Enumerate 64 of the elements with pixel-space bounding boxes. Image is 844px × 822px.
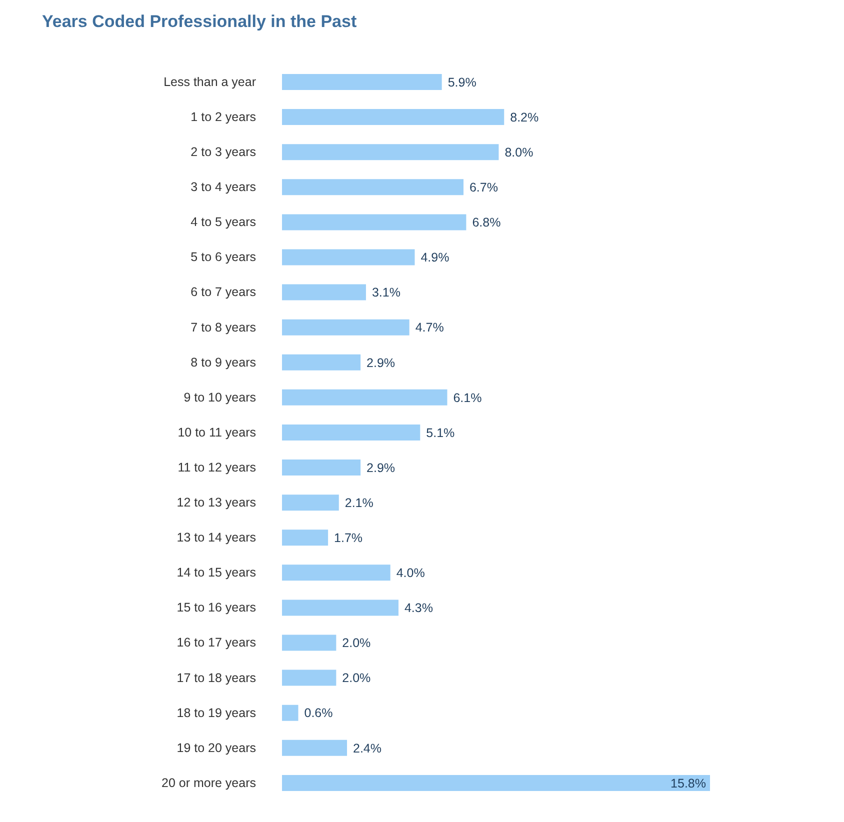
y-tick-label: 4 to 5 years — [190, 215, 256, 230]
bar — [282, 249, 415, 266]
bar — [282, 774, 710, 791]
y-tick-label: 19 to 20 years — [176, 740, 256, 755]
data-label: 0.6% — [304, 706, 333, 720]
bar — [282, 214, 466, 230]
bar — [282, 670, 336, 686]
chart-title: Years Coded Professionally in the Past — [41, 11, 358, 33]
bar — [282, 74, 442, 90]
bar — [282, 704, 298, 721]
y-tick-label: 12 to 13 years — [176, 496, 256, 510]
y-tick-label: 8 to 9 years — [190, 355, 256, 370]
bar — [282, 319, 410, 336]
data-label: 2.0% — [342, 671, 371, 686]
y-tick-label: 7 to 8 years — [190, 320, 256, 334]
y-tick-label: 15 to 16 years — [176, 600, 256, 615]
data-label: 3.1% — [372, 286, 400, 300]
bar — [282, 740, 348, 756]
bar — [282, 179, 464, 196]
data-label: 6.8% — [472, 216, 501, 230]
y-tick-label: 17 to 18 years — [176, 670, 256, 685]
data-label: 5.1% — [426, 426, 455, 440]
data-label: 4.0% — [396, 566, 425, 580]
y-tick-label: 2 to 3 years — [190, 145, 256, 160]
y-tick-label: 18 to 19 years — [176, 706, 256, 720]
y-tick-label: 14 to 15 years — [176, 566, 256, 580]
y-tick-label: 9 to 10 years — [184, 390, 256, 404]
data-label: 4.7% — [415, 320, 444, 335]
bar — [282, 144, 499, 160]
y-tick-label: 6 to 7 years — [190, 285, 256, 300]
y-tick-label: Less than a year — [164, 74, 256, 89]
y-tick-label: 20 or more years — [162, 776, 256, 790]
data-label: 2.1% — [344, 496, 374, 510]
data-label: 6.7% — [469, 180, 498, 195]
y-tick-label: 5 to 6 years — [190, 250, 256, 264]
data-label: 2.9% — [366, 356, 396, 370]
data-label: 2.0% — [342, 636, 371, 650]
data-label: 2.4% — [353, 741, 382, 756]
y-tick-label: 3 to 4 years — [190, 180, 256, 194]
bar — [282, 389, 448, 406]
bar — [282, 460, 361, 476]
data-label: 2.9% — [366, 460, 396, 475]
bar — [282, 109, 504, 126]
bar — [282, 634, 336, 651]
bar — [282, 564, 390, 581]
bar — [282, 354, 361, 370]
data-label: 5.9% — [448, 75, 476, 90]
bar — [282, 530, 328, 546]
y-tick-label: 11 to 12 years — [178, 460, 256, 474]
data-label: 15.8% — [670, 776, 706, 790]
data-label: 6.1% — [453, 390, 482, 405]
y-tick-label: 10 to 11 years — [178, 425, 256, 440]
y-tick-label: 13 to 14 years — [176, 530, 256, 545]
y-tick-label: 1 to 2 years — [190, 110, 256, 124]
data-label: 4.3% — [404, 601, 433, 616]
data-label: 8.0% — [504, 145, 534, 160]
data-label: 4.9% — [420, 250, 450, 265]
data-label: 1.7% — [334, 530, 363, 545]
data-label: 8.2% — [510, 110, 539, 124]
bar — [282, 494, 339, 511]
bar — [282, 600, 398, 616]
bar — [282, 424, 420, 440]
bar — [282, 284, 366, 300]
y-tick-label: 16 to 17 years — [176, 636, 256, 650]
